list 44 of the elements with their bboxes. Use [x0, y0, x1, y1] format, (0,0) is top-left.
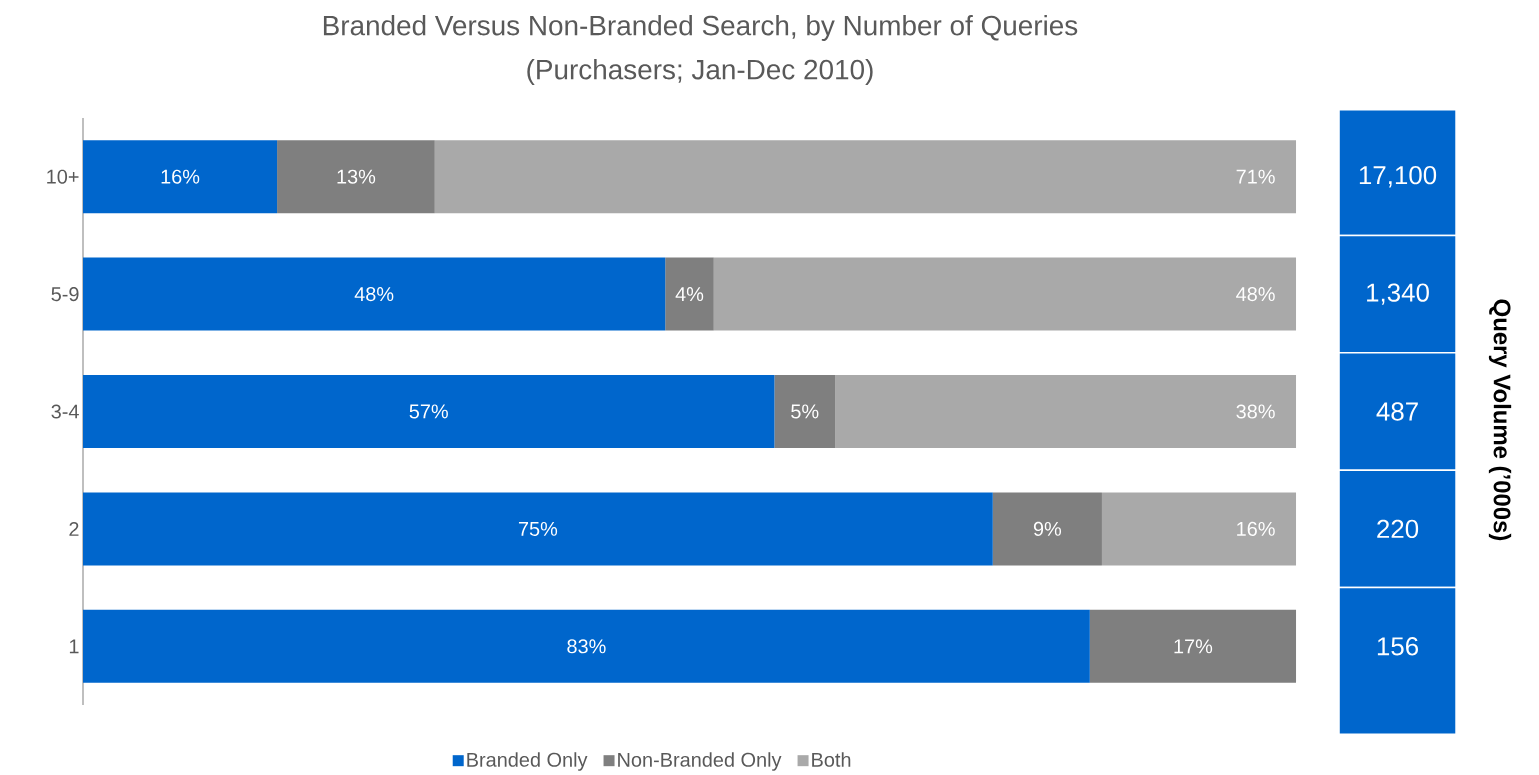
text: 220	[1377, 519, 1419, 539]
data-label: 48%	[1236, 287, 1275, 302]
y-tick-label: 10+	[47, 169, 79, 184]
legend-label: Both	[812, 752, 851, 767]
bar	[992, 492, 1102, 566]
bar	[434, 140, 1297, 214]
bar	[83, 609, 1090, 683]
text: Query Volume (’000s)	[1488, 299, 1512, 541]
data-label: 57%	[409, 404, 448, 419]
y-tick-label: 3-4	[51, 404, 79, 419]
data-label: 13%	[337, 169, 376, 184]
legend-label: Branded Only	[467, 752, 588, 771]
data-label: 71%	[1236, 169, 1275, 184]
legend-label: Non-Branded Only	[618, 752, 782, 771]
data-label: 16%	[161, 169, 200, 184]
text: 17,100	[1359, 165, 1437, 188]
data-label: 83%	[567, 639, 606, 654]
bar	[1089, 609, 1297, 683]
bar	[665, 257, 714, 331]
bar	[277, 140, 435, 214]
data-label: 5%	[791, 404, 819, 419]
text: 1,340	[1367, 283, 1429, 305]
bar	[1101, 492, 1297, 566]
text: 487	[1376, 402, 1418, 421]
y-tick-label: 2	[69, 521, 79, 536]
data-label: 48%	[354, 287, 394, 302]
bar	[713, 257, 1297, 331]
data-label: 75%	[518, 521, 558, 536]
y-tick-label: 1	[69, 639, 79, 654]
bar	[83, 375, 775, 448]
data-label: 9%	[1033, 521, 1062, 536]
bar	[83, 140, 278, 214]
text: 156	[1377, 637, 1418, 656]
bar	[835, 375, 1297, 448]
y-tick-label: 5-9	[51, 287, 79, 302]
data-label: 16%	[1237, 521, 1275, 536]
data-label: 4%	[675, 287, 704, 302]
bar	[774, 375, 836, 448]
data-label: 17%	[1174, 639, 1213, 654]
chart-title: Branded Versus Non-Branded Search, by Number of Queries	[323, 15, 1078, 41]
bar	[83, 257, 666, 331]
bar	[83, 492, 993, 566]
data-label: 38%	[1236, 404, 1275, 419]
chart-subtitle: (Purchasers; Jan-Dec 2010)	[527, 59, 873, 85]
